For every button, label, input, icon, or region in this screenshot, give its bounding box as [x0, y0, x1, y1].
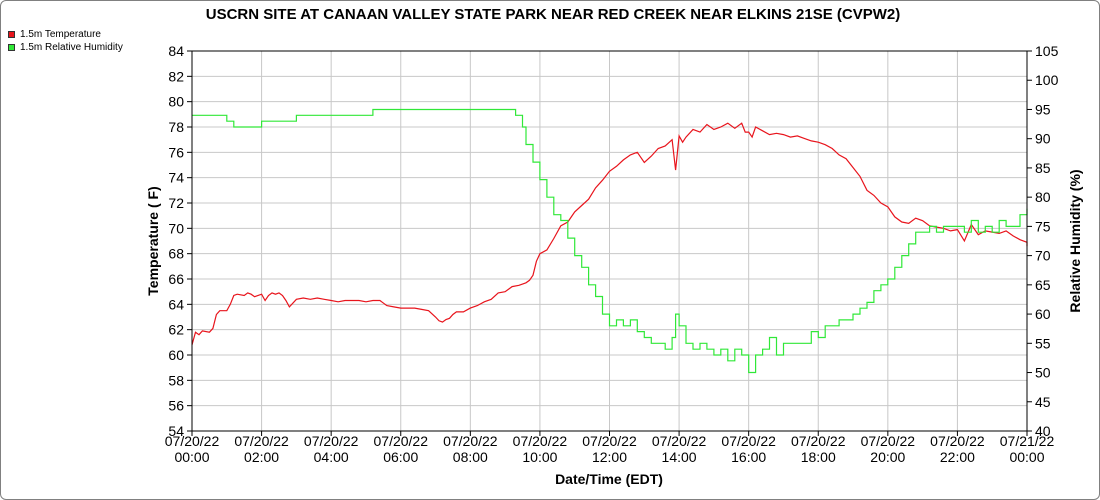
y-tick-label-left: 54 — [168, 423, 184, 439]
x-tick-label-time: 00:00 — [1009, 449, 1044, 465]
x-tick-label-time: 04:00 — [314, 449, 349, 465]
chart-legend: 1.5m Temperature 1.5m Relative Humidity — [8, 28, 123, 54]
temperature-line — [191, 122, 1028, 346]
x-tick-label-date: 07/20/22 — [443, 433, 498, 449]
x-tick-label-time: 08:00 — [453, 449, 488, 465]
x-tick-label-time: 12:00 — [592, 449, 627, 465]
y-tick-label-left: 78 — [168, 119, 184, 135]
x-tick-label-time: 10:00 — [522, 449, 557, 465]
y-tick-label-left: 70 — [168, 220, 184, 236]
x-tick-label-date: 07/20/22 — [930, 433, 985, 449]
y-tick-label-right: 80 — [1035, 189, 1051, 205]
legend-item-temperature: 1.5m Temperature — [8, 28, 123, 41]
y-axis-label-right: Relative Humidity (%) — [1067, 169, 1083, 312]
y-tick-label-right: 105 — [1035, 43, 1059, 59]
y-tick-label-left: 62 — [168, 322, 184, 338]
grid-layer — [192, 51, 1027, 431]
x-tick-label-date: 07/20/22 — [582, 433, 637, 449]
y-tick-label-left: 56 — [168, 398, 184, 414]
x-tick-label-time: 20:00 — [870, 449, 905, 465]
y-tick-label-left: 82 — [168, 68, 184, 84]
axis-layer: 54 56 58 60 62 64 66 68 70 72 74 76 78 80 82 84 40 45 50 55… — [165, 43, 1059, 465]
x-tick-label-date: 07/20/22 — [721, 433, 776, 449]
x-tick-label-time: 16:00 — [731, 449, 766, 465]
x-tick-label-date: 07/21/22 — [1000, 433, 1055, 449]
y-tick-label-left: 64 — [168, 296, 184, 312]
legend-swatch-temperature — [8, 31, 15, 38]
x-tick-label-date: 07/20/22 — [861, 433, 916, 449]
y-tick-label-right: 40 — [1035, 423, 1051, 439]
y-tick-label-right: 100 — [1035, 72, 1059, 88]
y-tick-label-left: 84 — [168, 43, 184, 59]
y-tick-label-right: 45 — [1035, 394, 1051, 410]
y-tick-label-right: 50 — [1035, 365, 1051, 381]
y-tick-label-right: 55 — [1035, 335, 1051, 351]
y-tick-label-left: 66 — [168, 271, 184, 287]
legend-label-temperature: 1.5m Temperature — [20, 29, 101, 40]
y-tick-label-right: 85 — [1035, 160, 1051, 176]
legend-item-humidity: 1.5m Relative Humidity — [8, 41, 123, 54]
y-tick-label-left: 60 — [168, 347, 184, 363]
x-tick-label-date: 07/20/22 — [304, 433, 359, 449]
y-tick-label-left: 74 — [168, 170, 184, 186]
y-tick-label-left: 76 — [168, 144, 184, 160]
y-tick-label-left: 68 — [168, 246, 184, 262]
series-layer — [191, 108, 1028, 374]
y-tick-label-left: 72 — [168, 195, 184, 211]
x-tick-label-time: 18:00 — [801, 449, 836, 465]
humidity-line — [192, 108, 1028, 374]
x-axis-label: Date/Time (EDT) — [555, 471, 663, 487]
x-tick-label-time: 14:00 — [662, 449, 697, 465]
y-tick-label-right: 65 — [1035, 277, 1051, 293]
x-tick-label-date: 07/20/22 — [791, 433, 846, 449]
y-tick-label-right: 95 — [1035, 101, 1051, 117]
x-tick-label-date: 07/20/22 — [652, 433, 707, 449]
y-tick-label-right: 90 — [1035, 131, 1051, 147]
x-tick-label-time: 22:00 — [940, 449, 975, 465]
y-tick-label-right: 70 — [1035, 248, 1051, 264]
x-tick-label-date: 07/20/22 — [513, 433, 568, 449]
y-axis-label-left: Temperature ( F) — [145, 186, 161, 295]
y-tick-label-right: 75 — [1035, 218, 1051, 234]
x-tick-label-time: 00:00 — [174, 449, 209, 465]
x-tick-label-date: 07/20/22 — [165, 433, 220, 449]
y-tick-label-left: 58 — [168, 372, 184, 388]
x-tick-label-date: 07/20/22 — [234, 433, 289, 449]
y-tick-label-left: 80 — [168, 94, 184, 110]
x-tick-label-time: 06:00 — [383, 449, 418, 465]
y-tick-label-right: 60 — [1035, 306, 1051, 322]
x-tick-label-date: 07/20/22 — [374, 433, 429, 449]
legend-swatch-humidity — [8, 44, 15, 51]
x-tick-label-time: 02:00 — [244, 449, 279, 465]
chart-title: USCRN SITE AT CANAAN VALLEY STATE PARK N… — [206, 6, 901, 23]
legend-label-humidity: 1.5m Relative Humidity — [20, 42, 123, 53]
